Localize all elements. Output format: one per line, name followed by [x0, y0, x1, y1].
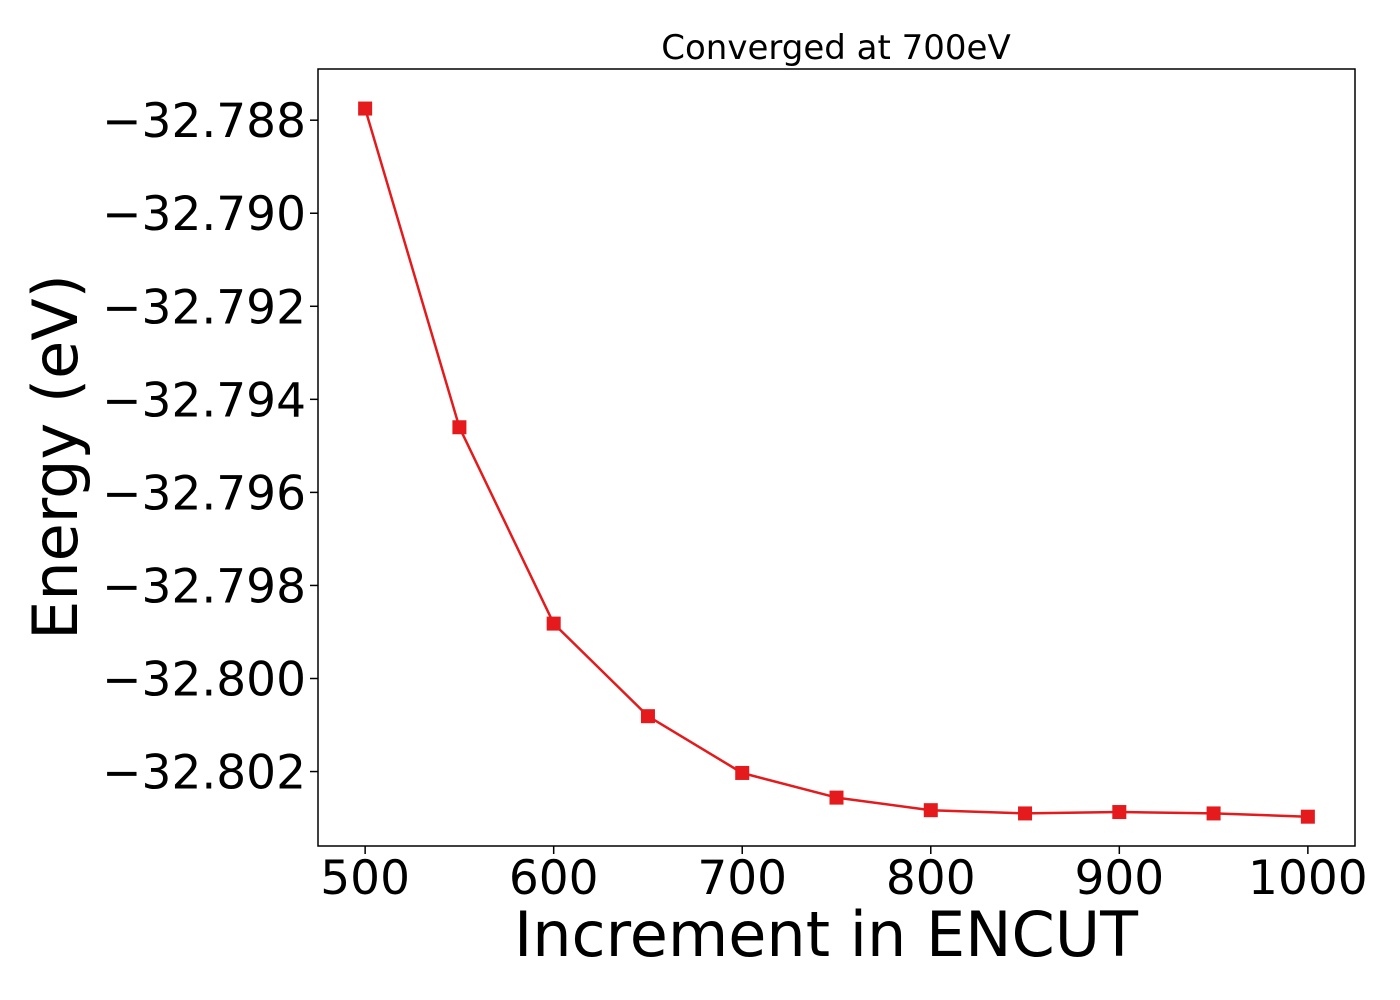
y-tick-label: −32.794 — [102, 373, 306, 428]
x-tick-label: 1000 — [1248, 851, 1368, 906]
y-tick-label: −32.792 — [102, 280, 306, 335]
y-tick-label: −32.788 — [102, 94, 306, 149]
x-axis-ticks: 500 600 700 800 900 1000 — [320, 846, 1368, 906]
x-tick-label: 500 — [320, 851, 410, 906]
y-tick-label: −32.800 — [102, 653, 306, 708]
x-axis-label: Increment in ENCUT — [514, 898, 1139, 971]
y-tick-label: −32.790 — [102, 187, 306, 242]
data-point-marker — [1018, 806, 1033, 821]
x-tick-label: 800 — [886, 851, 976, 906]
chart-title: Converged at 700eV — [661, 28, 1010, 68]
data-point-marker — [358, 101, 373, 116]
series-layer — [358, 101, 1315, 824]
data-point-marker — [735, 765, 750, 780]
y-tick-label: −32.796 — [102, 466, 306, 521]
y-tick-label: −32.802 — [102, 746, 306, 801]
y-tick-label: −32.798 — [102, 559, 306, 614]
series-line — [363, 108, 1308, 818]
data-point-marker — [546, 616, 561, 631]
data-point-marker — [923, 803, 938, 818]
data-point-marker — [829, 790, 844, 805]
data-point-marker — [452, 420, 467, 435]
plot-area-frame — [317, 68, 1356, 847]
data-point-marker — [1300, 809, 1315, 824]
y-axis-label: Energy (eV) — [19, 274, 92, 640]
x-tick-label: 600 — [509, 851, 599, 906]
data-point-marker — [1112, 805, 1127, 820]
x-tick-label: 900 — [1074, 851, 1164, 906]
data-point-marker — [1206, 806, 1221, 821]
y-axis-ticks: −32.788 −32.790 −32.792 −32.794 −32.796 −32.7… — [102, 94, 318, 801]
x-tick-label: 700 — [697, 851, 787, 906]
data-point-marker — [640, 709, 655, 724]
